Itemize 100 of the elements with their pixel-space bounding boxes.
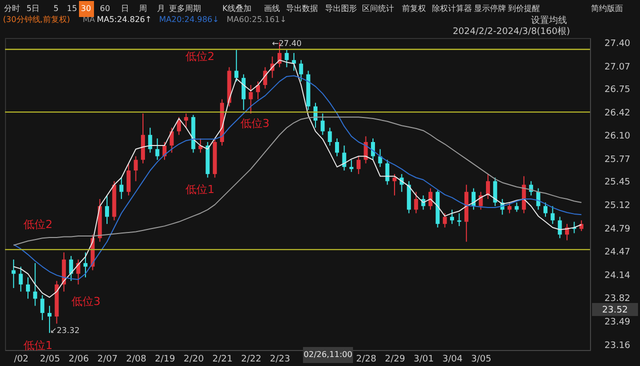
candlestick [126, 162, 131, 196]
candlestick [378, 148, 382, 168]
candlestick [486, 174, 490, 200]
text: 导出图形 [325, 4, 357, 13]
y-tick-label: 27.40 [604, 38, 631, 49]
candlestick [392, 174, 397, 196]
y-tick-label: 26.10 [604, 131, 631, 142]
y-tick-label: 24.14 [604, 270, 631, 281]
candlestick [299, 60, 304, 82]
candlestick [48, 305, 52, 334]
candlestick [328, 127, 332, 146]
candlestick [33, 262, 38, 306]
candlestick [508, 202, 512, 214]
y-tick-label: 27.07 [604, 62, 630, 72]
y-tick-label: 26.42 [604, 108, 630, 119]
text: 23.52 [602, 306, 628, 316]
text: 导出数据 [286, 4, 318, 13]
x-tick-label: 2/21 [212, 354, 233, 364]
candlestick [134, 156, 138, 182]
text: 除权计算器 [432, 4, 472, 13]
candlestick [529, 180, 534, 196]
annotation: 低位3 [72, 295, 100, 308]
candlestick [176, 116, 181, 136]
candlestick [119, 177, 124, 200]
text: 设置均线 [531, 15, 567, 26]
candlestick [40, 294, 44, 321]
candlestick [543, 202, 548, 218]
text: 简约版面 [591, 4, 623, 13]
annotation: 低位1 [186, 183, 214, 196]
x-tick-label: 3/01 [414, 354, 434, 364]
y-tick-label: 25.12 [604, 201, 630, 212]
x-tick-label: 2/23 [270, 354, 290, 364]
candlestick [550, 206, 555, 224]
text: K线叠加 [222, 4, 252, 13]
text: 日 [121, 4, 129, 13]
text: 60 [100, 4, 110, 13]
text: 到价提醒 [508, 4, 540, 13]
x-tick-label: 3/05 [471, 354, 492, 364]
candlestick [184, 113, 188, 128]
y-tick-label: 24.79 [604, 224, 631, 235]
candlestick [320, 113, 325, 136]
text: 2024/2/2-2024/3/8(160根) [452, 26, 570, 37]
annotation: 低位3 [240, 117, 270, 130]
text: 画线 [264, 4, 280, 13]
y-tick-label: 26.75 [604, 85, 630, 96]
candlestick [342, 145, 346, 171]
annotation: ←27.40 [272, 39, 302, 48]
candlestick [442, 212, 447, 228]
text: 15 [66, 4, 78, 13]
text: 显示停牌 [474, 4, 506, 13]
chart-title: (30分钟线,前复权) [3, 15, 70, 24]
annotation: 02/26,11:00 [304, 350, 352, 359]
candlestick [335, 138, 340, 157]
text: 周 [139, 4, 147, 13]
x-tick-label: /02 [14, 354, 29, 364]
text: 区间统计 [362, 4, 394, 13]
text: 30 [80, 4, 92, 13]
candlestick [155, 138, 160, 160]
text: MA5:24.826↑ [96, 15, 152, 24]
x-tick-label: 2/08 [126, 354, 147, 364]
candlestick [26, 276, 30, 300]
x-tick-label: 2/06 [68, 354, 90, 364]
annotation: 低位1 [24, 339, 52, 352]
candlestick [349, 159, 354, 172]
x-tick-label: 2/22 [241, 354, 262, 364]
candlestick [457, 212, 462, 227]
y-tick-label: 23.16 [604, 340, 631, 351]
text: 5 [53, 4, 59, 13]
candlestick [234, 48, 238, 82]
candlestick [18, 266, 23, 292]
x-tick-label: 2/07 [97, 354, 118, 364]
candlestick [514, 202, 519, 212]
y-tick-label: 23.82 [604, 294, 630, 304]
candlestick [76, 259, 80, 285]
candlestick [292, 52, 296, 72]
x-tick-label: 3/04 [442, 354, 463, 364]
annotation: ↙23.32 [50, 326, 80, 335]
candlestick [356, 156, 361, 175]
candlestick [12, 259, 16, 289]
x-tick-label: 2/28 [356, 354, 377, 364]
candlestick [385, 159, 390, 186]
x-tick-label: 2/05 [40, 354, 60, 364]
x-tick-label: 2/29 [384, 354, 406, 364]
candlestick [493, 177, 498, 207]
x-tick-label: 2/20 [184, 354, 204, 364]
candlestick [148, 127, 152, 154]
text: MA60:25.161↓ [226, 15, 287, 24]
candlestick [242, 74, 246, 110]
candlestick [105, 194, 110, 224]
candlestick [558, 216, 562, 239]
text: 月 [157, 4, 165, 13]
candlestick [284, 48, 289, 68]
y-tick-label: 23.49 [604, 317, 631, 328]
candlestick [69, 255, 74, 282]
annotation: 低位2 [186, 50, 214, 63]
text: 更多周期 [169, 4, 201, 13]
candlestick [450, 209, 454, 224]
candlestick [248, 84, 253, 114]
candlestick [414, 191, 418, 214]
x-tick-label: 2/19 [154, 354, 176, 364]
